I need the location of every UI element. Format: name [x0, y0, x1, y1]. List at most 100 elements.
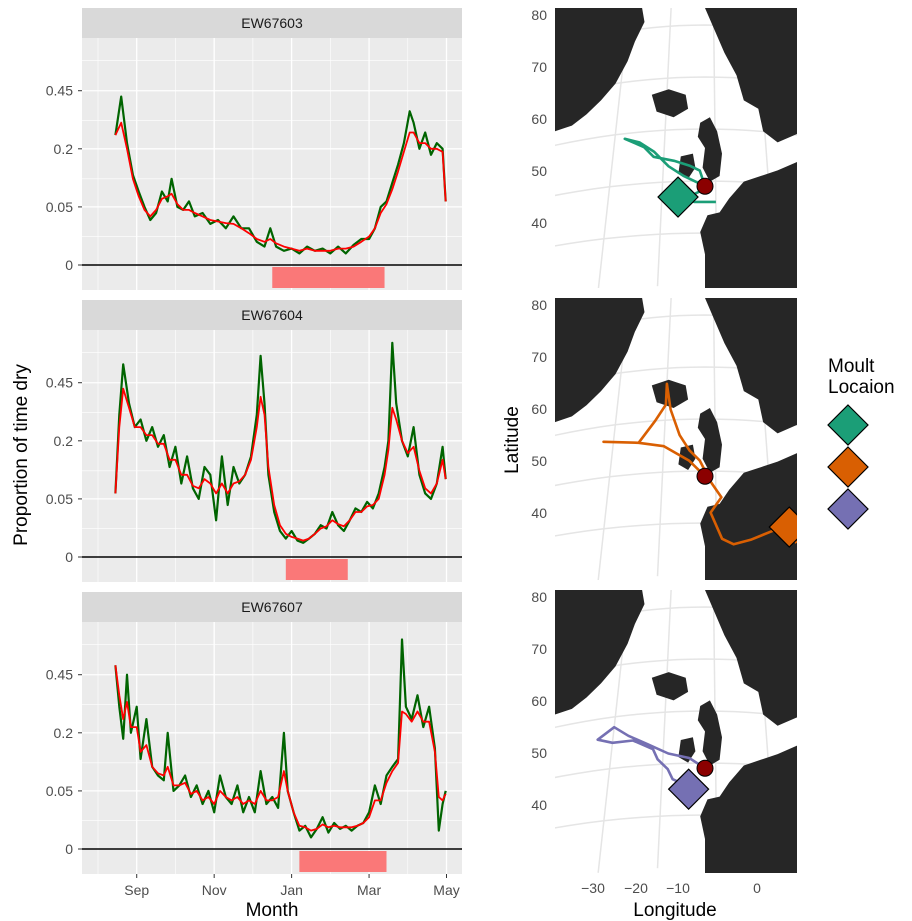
y-tick-label: 0.05 — [46, 783, 73, 799]
land-greenland — [555, 590, 645, 715]
latitude-tick-label: 50 — [531, 453, 547, 469]
panel-plot-area — [82, 622, 462, 874]
land-europe — [700, 162, 797, 288]
time-series-panels: EW6760300.050.20.45EW6760400.050.20.45EW… — [46, 8, 462, 874]
graticule-longitude — [656, 590, 672, 869]
latitude-tick-label: 80 — [531, 7, 547, 23]
y-tick-label: 0 — [65, 257, 73, 273]
legend-key-EW67603 — [827, 404, 869, 446]
latitude-tick-label: 40 — [531, 797, 547, 813]
land-iceland — [651, 89, 689, 118]
graticule-longitude — [656, 298, 672, 577]
latitude-tick-label: 40 — [531, 505, 547, 521]
legend-title-line1: Moult — [828, 356, 875, 377]
x-axis-title: Month — [246, 900, 299, 921]
longitude-tick-label: −10 — [666, 880, 690, 896]
latitude-tick-label: 50 — [531, 163, 547, 179]
land-iceland — [651, 379, 689, 408]
map-plot-area — [555, 8, 797, 288]
land-scandinavia — [705, 298, 797, 434]
colony-marker — [696, 177, 714, 195]
moult-period-bar — [299, 851, 387, 872]
panel-EW67603: EW67603 0 0.05 0.2 0.45 — [46, 8, 462, 290]
series-raw-line — [114, 95, 447, 255]
graticule-longitude — [656, 8, 672, 287]
y-axis-title: Proportion of time dry — [11, 364, 32, 546]
y-tick-label: 0.2 — [54, 725, 74, 741]
graticule-latitude — [555, 814, 797, 829]
moult-location-marker — [768, 506, 797, 548]
map-panel-EW67604: 80 70 60 50 40 — [531, 297, 797, 580]
colony-marker — [696, 759, 714, 777]
series-smoothed-line — [114, 121, 447, 252]
map-panels: 80 70 60 50 40 80 70 60 50 40 80 70 60 50 40 — [531, 7, 797, 873]
panel-EW67607: EW67607 0 0.05 0.2 0.45 — [46, 592, 462, 874]
series-smoothed-line — [114, 665, 447, 832]
latitude-tick-label: 40 — [531, 215, 547, 231]
map-plot-area — [555, 590, 797, 873]
land-britain — [697, 117, 722, 182]
latitude-tick-label: 70 — [531, 349, 547, 365]
legend: Moult Locaion — [827, 356, 895, 530]
map-plot-area — [555, 298, 797, 580]
latitude-tick-label: 70 — [531, 641, 547, 657]
land-ireland — [678, 153, 696, 179]
map-panel-EW67603: 80 70 60 50 40 — [531, 7, 797, 288]
y-tick-label: 0.45 — [46, 83, 73, 99]
x-tick-label: Jan — [280, 882, 303, 898]
graticule-latitude — [555, 232, 797, 247]
moult-period-bar — [285, 559, 348, 580]
map-panel-EW67607: 80 70 60 50 40 — [531, 589, 797, 873]
moult-location-marker — [667, 768, 710, 811]
panel-strip-label: EW67607 — [241, 599, 303, 615]
y-tick-label: 0.2 — [54, 141, 74, 157]
land-scandinavia — [705, 8, 797, 143]
panel-strip-label: EW67603 — [241, 15, 303, 31]
longitude-tick-labels: −30 −20 −10 0 — [581, 880, 761, 896]
y-tick-label: 0.2 — [54, 433, 74, 449]
map-y-axis-title: Latitude — [502, 406, 523, 474]
land-britain — [697, 700, 722, 766]
map-x-axis-title: Longitude — [633, 900, 716, 921]
latitude-tick-label: 70 — [531, 59, 547, 75]
legend-key-EW67604 — [827, 446, 869, 488]
latitude-tick-label: 60 — [531, 693, 547, 709]
land-scandinavia — [705, 590, 797, 726]
panel-background — [82, 330, 462, 582]
latitude-tick-label: 60 — [531, 111, 547, 127]
land-greenland — [555, 8, 645, 132]
panel-background — [82, 38, 462, 290]
y-tick-label: 0.45 — [46, 667, 73, 683]
x-tick-label: Mar — [357, 882, 381, 898]
moult-period-bar — [272, 267, 385, 288]
latitude-tick-label: 80 — [531, 297, 547, 313]
longitude-tick-label: 0 — [753, 880, 761, 896]
land-iceland — [651, 672, 689, 701]
land-britain — [697, 408, 722, 473]
land-greenland — [555, 298, 645, 423]
x-tick-label: May — [433, 882, 459, 898]
y-tick-label: 0.45 — [46, 375, 73, 391]
panel-strip-label: EW67604 — [241, 307, 303, 323]
x-tick-label: Sep — [124, 882, 149, 898]
legend-key-EW67607 — [827, 488, 869, 530]
longitude-tick-label: −20 — [624, 880, 648, 896]
panel-strip — [82, 592, 462, 622]
series-raw-line — [114, 341, 447, 544]
panel-EW67604: EW67604 0 0.05 0.2 0.45 — [46, 300, 462, 582]
longitude-tick-label: −30 — [581, 880, 605, 896]
migration-track — [602, 382, 797, 546]
y-tick-label: 0 — [65, 549, 73, 565]
latitude-tick-label: 50 — [531, 745, 547, 761]
legend-title-line2: Locaion — [828, 377, 895, 398]
colony-marker — [696, 467, 714, 485]
y-tick-label: 0.05 — [46, 491, 73, 507]
moult-location-marker — [657, 176, 699, 218]
land-europe — [700, 745, 797, 873]
graticule-latitude — [555, 522, 797, 537]
panel-strip — [82, 8, 462, 38]
series-smoothed-line — [114, 387, 447, 542]
y-tick-label: 0 — [65, 841, 73, 857]
latitude-tick-label: 80 — [531, 589, 547, 605]
